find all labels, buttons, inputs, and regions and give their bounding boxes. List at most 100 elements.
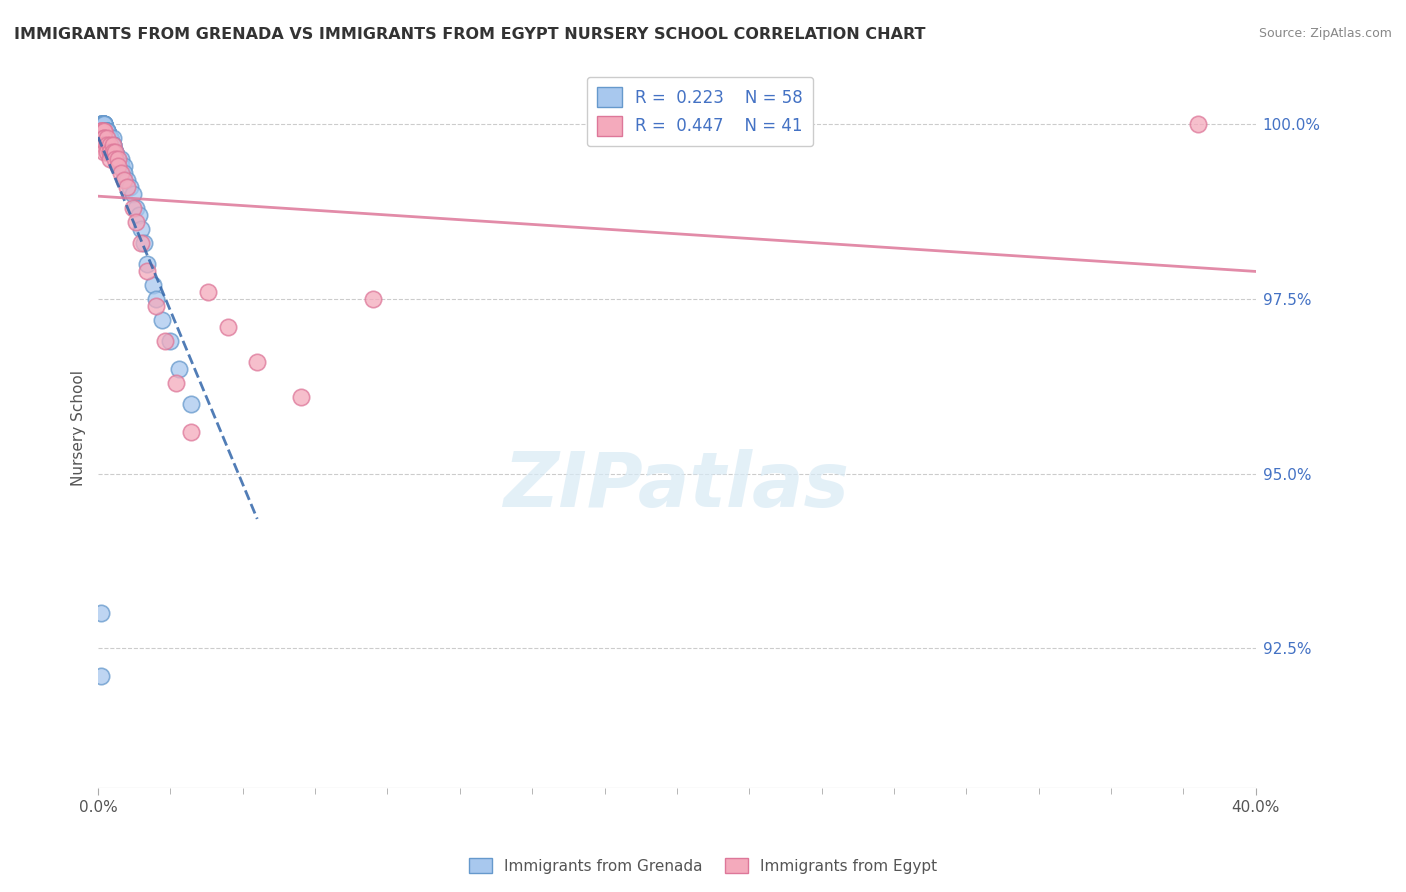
Point (93, 117, 115, 131)
Legend: Immigrants from Grenada, Immigrants from Egypt: Immigrants from Grenada, Immigrants from… (463, 852, 943, 880)
Point (93, 117, 115, 131)
Point (98, 153, 121, 167)
Point (93, 124, 115, 138)
Point (197, 285, 219, 299)
Point (93, 117, 115, 131)
Point (290, 390, 312, 404)
Point (110, 159, 132, 173)
Point (124, 201, 146, 215)
Point (110, 153, 132, 167)
Point (96, 138, 118, 153)
Point (136, 264, 159, 278)
Point (93, 145, 115, 160)
Point (101, 145, 124, 160)
Point (121, 201, 143, 215)
Point (104, 145, 127, 160)
Point (90, 117, 112, 131)
Point (90, 117, 112, 131)
Point (96, 124, 118, 138)
Text: IMMIGRANTS FROM GRENADA VS IMMIGRANTS FROM EGYPT NURSERY SCHOOL CORRELATION CHAR: IMMIGRANTS FROM GRENADA VS IMMIGRANTS FR… (14, 27, 925, 42)
Point (98, 145, 121, 160)
Point (93, 117, 115, 131)
Point (96, 145, 118, 160)
Point (93, 138, 115, 153)
Point (142, 277, 165, 292)
Point (165, 376, 187, 390)
Point (131, 222, 153, 236)
Point (98, 138, 121, 153)
Point (101, 138, 124, 153)
Point (104, 145, 127, 160)
Point (93, 117, 115, 131)
Point (107, 153, 129, 167)
Y-axis label: Nursery School: Nursery School (72, 370, 86, 486)
Text: Source: ZipAtlas.com: Source: ZipAtlas.com (1258, 27, 1392, 40)
Point (93, 117, 115, 131)
Point (361, 292, 384, 306)
Point (98, 131, 121, 145)
Point (93, 124, 115, 138)
Point (96, 124, 118, 138)
Point (217, 319, 239, 334)
Point (93, 124, 115, 138)
Point (101, 138, 124, 153)
Point (145, 299, 167, 313)
Point (101, 138, 124, 153)
Point (128, 208, 150, 222)
Text: ZIPatlas: ZIPatlas (503, 449, 849, 523)
Point (96, 131, 118, 145)
Point (107, 159, 129, 173)
Point (96, 131, 118, 145)
Point (115, 180, 138, 194)
Point (112, 173, 135, 187)
Point (150, 313, 173, 327)
Point (90, 124, 112, 138)
Point (93, 117, 115, 131)
Point (1187, 117, 1209, 131)
Point (96, 124, 118, 138)
Point (124, 215, 146, 229)
Point (118, 180, 141, 194)
Point (107, 153, 129, 167)
Point (90, 124, 112, 138)
Point (180, 397, 202, 411)
Point (101, 131, 124, 145)
Point (136, 257, 159, 271)
Point (159, 334, 181, 348)
Point (107, 153, 129, 167)
Point (153, 334, 176, 348)
Legend: R =  0.223    N = 58, R =  0.447    N = 41: R = 0.223 N = 58, R = 0.447 N = 41 (588, 77, 813, 146)
Point (93, 138, 115, 153)
Point (167, 361, 190, 376)
Point (121, 187, 143, 202)
Point (93, 124, 115, 138)
Point (104, 145, 127, 160)
Point (93, 131, 115, 145)
Point (246, 355, 269, 369)
Point (90, 124, 112, 138)
Point (101, 145, 124, 160)
Point (96, 124, 118, 138)
Point (93, 117, 115, 131)
Point (104, 153, 127, 167)
Point (96, 124, 118, 138)
Point (90, 606, 112, 620)
Point (104, 145, 127, 160)
Point (180, 425, 202, 439)
Point (98, 131, 121, 145)
Point (90, 669, 112, 683)
Point (93, 124, 115, 138)
Point (101, 138, 124, 153)
Point (115, 173, 138, 187)
Point (98, 131, 121, 145)
Point (90, 117, 112, 131)
Point (134, 236, 156, 251)
Point (112, 166, 135, 180)
Point (96, 124, 118, 138)
Point (98, 131, 121, 145)
Point (90, 124, 112, 138)
Point (90, 131, 112, 145)
Point (93, 124, 115, 138)
Point (90, 117, 112, 131)
Point (112, 159, 135, 173)
